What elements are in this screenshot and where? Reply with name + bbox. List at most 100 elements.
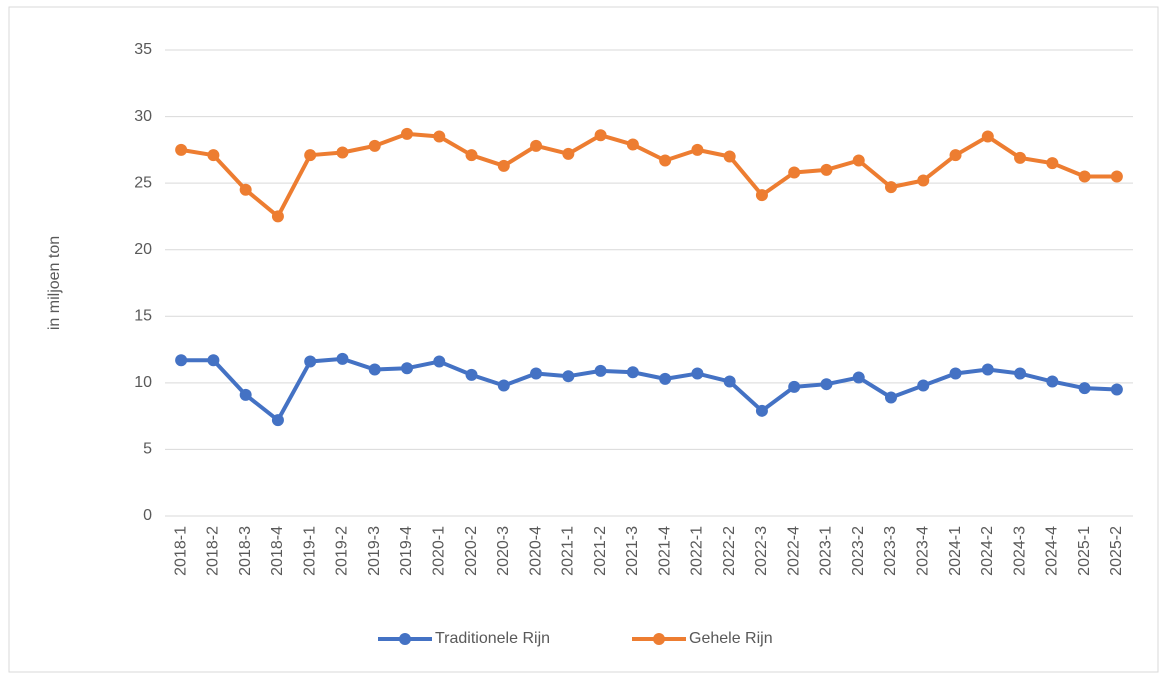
point bbox=[820, 378, 833, 391]
point bbox=[1110, 383, 1123, 396]
point bbox=[755, 189, 768, 202]
x-tick-label: 2025-1 bbox=[1076, 526, 1093, 576]
point bbox=[691, 143, 704, 156]
y-axis-label: in miljoen ton bbox=[46, 236, 63, 330]
x-tick-label: 2020-3 bbox=[495, 526, 512, 576]
point bbox=[1014, 367, 1027, 380]
point bbox=[788, 380, 801, 393]
x-tick-label: 2019-2 bbox=[334, 526, 351, 576]
x-tick-label: 2020-1 bbox=[430, 526, 447, 576]
x-tick-label: 2022-1 bbox=[689, 526, 706, 576]
point bbox=[433, 355, 446, 368]
point bbox=[755, 404, 768, 417]
point bbox=[723, 150, 736, 163]
point bbox=[1110, 170, 1123, 183]
point bbox=[239, 388, 252, 401]
point bbox=[562, 370, 575, 383]
point bbox=[497, 159, 510, 172]
point bbox=[885, 181, 897, 194]
point bbox=[852, 371, 865, 384]
legend-marker bbox=[399, 633, 411, 645]
x-tick-label: 2019-4 bbox=[398, 526, 415, 576]
point bbox=[691, 367, 704, 380]
point bbox=[852, 154, 865, 167]
point bbox=[207, 354, 220, 367]
point bbox=[530, 367, 543, 380]
point bbox=[1046, 375, 1059, 388]
x-tick-label: 2024-2 bbox=[979, 526, 996, 576]
point bbox=[336, 146, 349, 159]
point bbox=[336, 352, 349, 365]
point bbox=[626, 138, 639, 151]
x-tick-label: 2024-3 bbox=[1011, 526, 1028, 576]
point bbox=[788, 166, 801, 179]
point bbox=[820, 163, 833, 176]
point bbox=[949, 149, 962, 162]
point bbox=[659, 372, 672, 385]
y-tick-label: 5 bbox=[143, 441, 152, 458]
x-tick-label: 2021-2 bbox=[592, 526, 609, 576]
point bbox=[981, 130, 994, 143]
point bbox=[885, 391, 897, 404]
point bbox=[949, 367, 962, 380]
x-tick-label: 2018-3 bbox=[237, 526, 254, 576]
x-tick-label: 2023-4 bbox=[914, 526, 931, 576]
point bbox=[304, 355, 317, 368]
point bbox=[659, 154, 672, 167]
chart-frame bbox=[8, 6, 1159, 673]
legend-marker bbox=[653, 633, 665, 645]
point bbox=[594, 364, 607, 377]
y-tick-label: 0 bbox=[143, 507, 152, 524]
x-tick-label: 2018-2 bbox=[205, 526, 222, 576]
y-tick-label: 35 bbox=[134, 41, 152, 58]
x-tick-label: 2021-3 bbox=[624, 526, 641, 576]
point bbox=[465, 149, 478, 162]
point bbox=[304, 149, 317, 162]
point bbox=[465, 368, 478, 381]
x-tick-label: 2022-2 bbox=[721, 526, 738, 576]
x-tick-label: 2018-1 bbox=[172, 526, 189, 576]
point bbox=[917, 379, 930, 392]
x-tick-label: 2019-3 bbox=[366, 526, 383, 576]
x-tick-label: 2024-4 bbox=[1044, 526, 1061, 576]
legend-label: Traditionele Rijn bbox=[435, 630, 550, 647]
x-tick-label: 2022-4 bbox=[785, 526, 802, 576]
point bbox=[723, 375, 736, 388]
x-tick-label: 2023-1 bbox=[818, 526, 835, 576]
y-tick-label: 30 bbox=[134, 108, 152, 125]
point bbox=[530, 139, 543, 152]
x-tick-label: 2019-1 bbox=[301, 526, 318, 576]
y-tick-label: 25 bbox=[134, 174, 152, 191]
point bbox=[207, 149, 220, 162]
point bbox=[562, 147, 575, 160]
x-tick-label: 2025-2 bbox=[1108, 526, 1125, 576]
point bbox=[175, 143, 188, 156]
x-tick-label: 2022-3 bbox=[753, 526, 770, 576]
point bbox=[368, 139, 381, 152]
x-tick-label: 2023-2 bbox=[850, 526, 867, 576]
x-tick-label: 2021-4 bbox=[656, 526, 673, 576]
point bbox=[175, 354, 188, 367]
x-tick-label: 2024-1 bbox=[947, 526, 964, 576]
point bbox=[401, 127, 413, 140]
point bbox=[271, 210, 284, 223]
point bbox=[1046, 157, 1059, 170]
point bbox=[271, 414, 284, 427]
point bbox=[1078, 170, 1091, 183]
point bbox=[981, 363, 994, 376]
x-tick-label: 2018-4 bbox=[269, 526, 286, 576]
point bbox=[626, 366, 639, 379]
x-tick-label: 2023-3 bbox=[882, 526, 899, 576]
point bbox=[594, 129, 607, 142]
x-tick-label: 2020-4 bbox=[527, 526, 544, 576]
point bbox=[497, 379, 510, 392]
point bbox=[1014, 151, 1027, 164]
y-tick-label: 10 bbox=[134, 374, 152, 391]
x-tick-label: 2021-1 bbox=[560, 526, 577, 576]
point bbox=[401, 362, 413, 375]
x-tick-label: 2020-2 bbox=[463, 526, 480, 576]
point bbox=[433, 130, 446, 143]
point bbox=[917, 174, 930, 187]
series-line bbox=[181, 356, 1117, 423]
